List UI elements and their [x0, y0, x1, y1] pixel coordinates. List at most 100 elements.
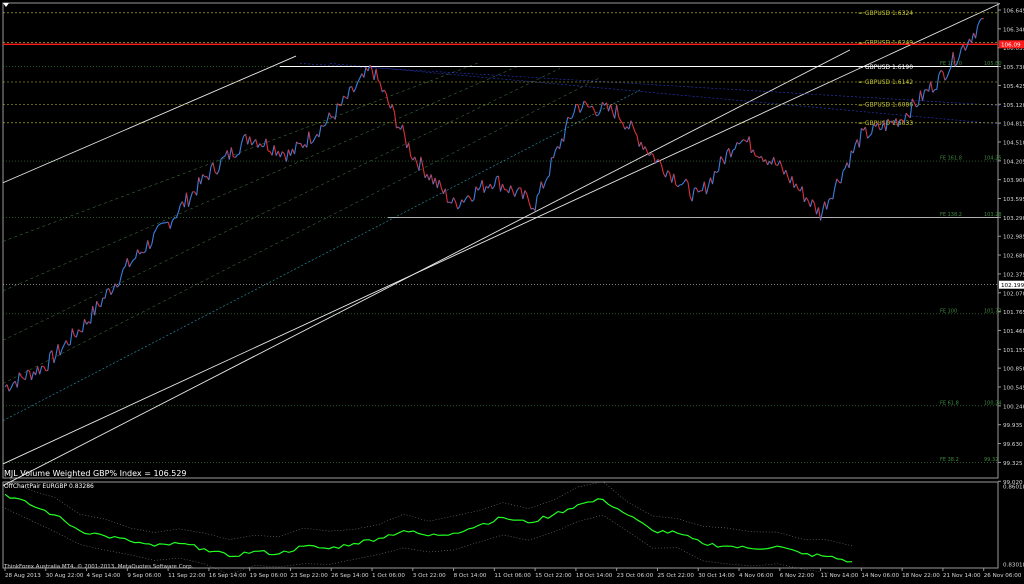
- price-segment: [437, 180, 439, 188]
- price-segment: [717, 171, 719, 173]
- price-segment: [150, 244, 152, 249]
- price-segment: [474, 187, 476, 200]
- price-segment: [670, 173, 672, 183]
- price-segment: [38, 366, 40, 374]
- price-segment: [743, 140, 745, 141]
- price-segment: [598, 111, 600, 115]
- price-chart-title: MJL Volume Weighted GBP% Index = 106.529: [4, 470, 187, 478]
- y-tick-label: 105.120: [1003, 103, 1024, 109]
- fib-level-label: FE 161.8: [940, 156, 962, 162]
- price-segment: [278, 151, 280, 157]
- price-segment: [849, 151, 851, 168]
- price-segment: [980, 18, 982, 21]
- x-tick-label: 18 Oct 14:00: [576, 573, 613, 579]
- y-tick-label: 100.240: [1003, 404, 1024, 410]
- price-segment: [757, 156, 759, 157]
- price-segment: [111, 290, 113, 294]
- price-segment: [358, 78, 360, 82]
- price-segment: [749, 136, 751, 152]
- price-segment: [923, 90, 925, 101]
- price-segment: [645, 147, 647, 152]
- price-segment: [70, 329, 72, 345]
- dropdown-arrow-icon[interactable]: [3, 3, 9, 7]
- price-segment: [812, 200, 814, 204]
- price-segment: [235, 155, 237, 158]
- price-segment: [242, 136, 244, 143]
- price-segment: [374, 69, 376, 80]
- price-segment: [511, 186, 513, 191]
- price-segment: [252, 142, 254, 145]
- price-segment: [521, 188, 523, 199]
- price-segment: [827, 200, 829, 210]
- channel-line: [3, 78, 600, 384]
- x-tick-label: 21 Nov 14:00: [943, 573, 981, 579]
- price-segment: [221, 157, 223, 159]
- price-segment: [368, 65, 370, 71]
- x-tick-label: 28 Aug 2013: [5, 573, 41, 579]
- price-segment: [78, 330, 80, 332]
- price-segment: [156, 226, 158, 230]
- y-tick-label: 104.205: [1003, 159, 1024, 165]
- y-tick-label: 104.815: [1003, 122, 1024, 128]
- price-segment: [295, 142, 297, 154]
- y-tick-label: 100.545: [1003, 386, 1024, 392]
- price-segment: [859, 128, 861, 147]
- price-segment: [9, 388, 11, 391]
- y-tick-label: 99.935: [1003, 423, 1023, 429]
- price-segment: [914, 103, 916, 107]
- price-segment: [354, 88, 356, 92]
- price-segment: [280, 152, 282, 157]
- price-segment: [109, 289, 111, 295]
- current-price-tag: 102.199: [1001, 283, 1024, 289]
- price-segment: [191, 192, 193, 198]
- price-segment: [97, 301, 99, 305]
- price-segment: [168, 222, 170, 229]
- price-segment: [286, 150, 288, 162]
- price-segment: [503, 184, 505, 190]
- price-segment: [140, 252, 142, 254]
- price-segment: [498, 176, 500, 191]
- price-segment: [741, 140, 743, 143]
- price-segment: [288, 150, 290, 156]
- y-tick-label: 101.460: [1003, 329, 1024, 335]
- price-segment: [297, 142, 299, 144]
- price-segment: [76, 330, 78, 338]
- price-segment: [29, 371, 31, 380]
- price-segment: [237, 154, 239, 155]
- y-tick-label: 102.985: [1003, 235, 1024, 241]
- price-segment: [186, 193, 188, 207]
- price-segment: [766, 159, 768, 164]
- price-segment: [454, 198, 456, 202]
- price-segment: [411, 156, 413, 160]
- price-segment: [441, 188, 443, 194]
- y-tick-label: 101.155: [1003, 348, 1024, 354]
- x-tick-label: 16 Sep 14:00: [209, 573, 247, 579]
- price-segment: [841, 171, 843, 183]
- price-segment: [223, 156, 225, 157]
- price-segment: [476, 187, 478, 191]
- channel-line: [3, 50, 850, 486]
- price-segment: [146, 240, 148, 251]
- price-segment: [494, 177, 496, 186]
- x-tick-label: 9 Sep 06:00: [127, 573, 161, 579]
- price-segment: [578, 105, 580, 113]
- price-segment: [517, 188, 519, 191]
- channel-line: [3, 4, 1000, 464]
- price-segment: [706, 186, 708, 194]
- price-segment: [945, 77, 947, 80]
- price-segment: [617, 105, 619, 117]
- price-segment: [609, 104, 611, 111]
- price-segment: [633, 126, 635, 132]
- y-tick-label: 104.510: [1003, 140, 1024, 146]
- price-segment: [666, 171, 668, 178]
- price-segment: [611, 104, 613, 112]
- price-segment: [52, 350, 54, 363]
- price-segment: [806, 197, 808, 201]
- price-segment: [572, 113, 574, 118]
- price-segment: [229, 147, 231, 159]
- fib-level-label: FE 38.2: [940, 457, 959, 463]
- price-segment: [867, 136, 869, 138]
- price-segment: [478, 187, 480, 190]
- price-segment: [11, 383, 13, 388]
- osc-y-tick-label: 0.86018: [1003, 485, 1024, 491]
